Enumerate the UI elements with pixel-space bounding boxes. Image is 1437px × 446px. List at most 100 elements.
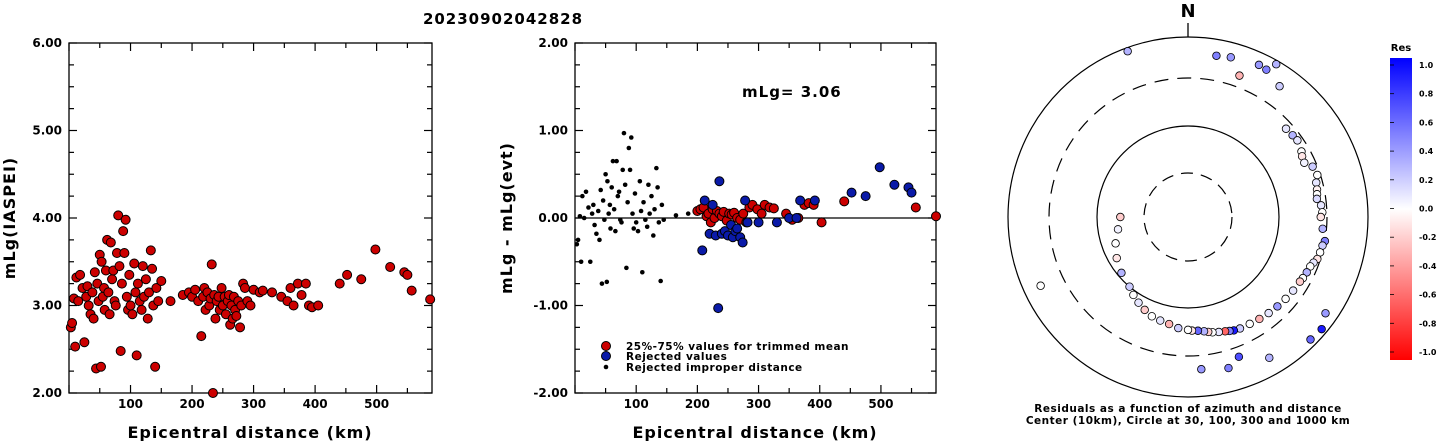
- north-label: N: [1180, 1, 1195, 22]
- data-point: [131, 350, 142, 361]
- xaxis-label-2: Epicentral distance (km): [632, 423, 877, 441]
- data-point-improper: [641, 199, 646, 205]
- data-point: [137, 261, 148, 272]
- x-tick-label: 500: [364, 397, 389, 411]
- y-tick-label: 1.00: [538, 124, 568, 138]
- station-residual: [1245, 319, 1254, 329]
- y-tick-label: 4.00: [32, 211, 62, 225]
- data-point-improper: [651, 233, 656, 238]
- data-point-improper: [631, 226, 637, 231]
- data-point: [87, 287, 98, 298]
- data-point-rejected: [740, 195, 751, 206]
- data-point: [216, 283, 227, 293]
- data-point-rejected: [906, 187, 917, 198]
- data-point: [104, 309, 115, 320]
- data-point-rejected: [889, 179, 900, 190]
- data-point-rejected: [742, 217, 753, 228]
- data-point: [210, 313, 221, 324]
- data-point-improper: [610, 158, 616, 164]
- station-residual: [1117, 268, 1126, 278]
- y-tick-label: 2.00: [538, 36, 568, 50]
- y-tick-label: 5.00: [32, 124, 62, 138]
- station-residual: [1321, 309, 1330, 318]
- data-point: [67, 318, 78, 328]
- data-point-improper: [616, 189, 622, 195]
- colorbar-ticks: 1.0 0.8 0.6 0.4 0.2 0.0 -0.2 -0.4 -0.6 -0.8 -1.0: [1390, 61, 1437, 357]
- data-point: [118, 226, 129, 237]
- station-residual: [1316, 212, 1325, 222]
- colorbar-tick-label: -0.8: [1419, 319, 1437, 328]
- data-point: [235, 322, 246, 333]
- points-residual: [574, 130, 941, 314]
- data-point: [130, 287, 141, 298]
- data-point: [156, 276, 167, 286]
- colorbar-tick-label: 1.0: [1419, 61, 1434, 70]
- data-point-improper: [581, 215, 587, 221]
- station-residual: [1308, 162, 1317, 171]
- data-point-improper: [611, 206, 617, 212]
- station-residual: [1275, 82, 1284, 91]
- data-point-rejected: [860, 191, 871, 202]
- data-point-improper: [625, 199, 630, 205]
- legend: 25%-75% values for trimmed mean Rejected…: [601, 341, 849, 374]
- legend-label-improper: Rejected improper distance: [626, 362, 803, 374]
- caption-line-2: Center (10km), Circle at 30, 100, 300 an…: [1026, 415, 1350, 427]
- data-point: [147, 263, 158, 274]
- data-point-improper: [626, 145, 632, 151]
- data-point-improper: [661, 217, 667, 223]
- station-residual: [1125, 282, 1134, 291]
- station-residual: [1255, 314, 1264, 324]
- x-tick-label: 300: [746, 397, 771, 411]
- data-point-improper: [594, 231, 599, 237]
- colorbar-title: Res: [1391, 43, 1411, 54]
- colorbar-tick-label: 0.4: [1419, 147, 1434, 156]
- colorbar-tick-label: -1.0: [1419, 348, 1437, 357]
- data-point: [124, 269, 135, 280]
- data-point-improper: [656, 220, 662, 225]
- station-residual: [1312, 178, 1321, 187]
- x-tick-label: 200: [180, 397, 205, 411]
- data-point: [142, 313, 153, 324]
- data-point: [136, 304, 147, 315]
- data-point-improper: [620, 167, 626, 173]
- data-point-improper: [577, 213, 583, 219]
- legend-label-trimmed: 25%-75% values for trimmed mean: [626, 341, 849, 353]
- data-point-improper: [608, 226, 613, 231]
- station-residual: [1316, 201, 1326, 210]
- station-residual: [1235, 71, 1244, 80]
- colorbar-tick-label: 0.6: [1419, 118, 1434, 127]
- data-point-rejected: [714, 176, 725, 187]
- data-point-rejected: [697, 245, 708, 256]
- station-residual: [1111, 239, 1120, 248]
- data-point-improper: [654, 165, 659, 171]
- data-point: [140, 274, 151, 285]
- tick-marks-1: 100 200 300 400 500 2.00 3.00 4.00 5.00 6.00: [32, 36, 432, 411]
- station-residual: [1197, 365, 1206, 374]
- station-residual: [1312, 194, 1322, 204]
- station-residual: [1164, 319, 1174, 329]
- data-point-improper: [609, 185, 615, 190]
- data-point-improper: [602, 217, 607, 223]
- data-point: [110, 300, 121, 311]
- data-point-improper: [632, 191, 638, 196]
- data-point-improper: [605, 178, 610, 184]
- data-point: [88, 313, 99, 324]
- data-point: [257, 285, 268, 296]
- station-residual: [1281, 124, 1291, 133]
- x-tick-label: 500: [868, 397, 893, 411]
- station-residual: [1212, 51, 1221, 60]
- data-point: [300, 278, 311, 289]
- data-point: [207, 388, 218, 398]
- station-residual: [1129, 290, 1138, 300]
- data-point-rejected: [874, 162, 885, 173]
- data-point-improper: [604, 279, 610, 285]
- legend-marker-improper: [603, 364, 609, 370]
- station-residual: [1273, 302, 1282, 311]
- data-point-rejected: [753, 217, 764, 228]
- data-point-rejected: [707, 199, 718, 210]
- data-point: [125, 300, 136, 311]
- y-tick-label: 6.00: [32, 36, 62, 50]
- data-point: [288, 300, 299, 311]
- y-tick-label: 2.00: [32, 386, 62, 400]
